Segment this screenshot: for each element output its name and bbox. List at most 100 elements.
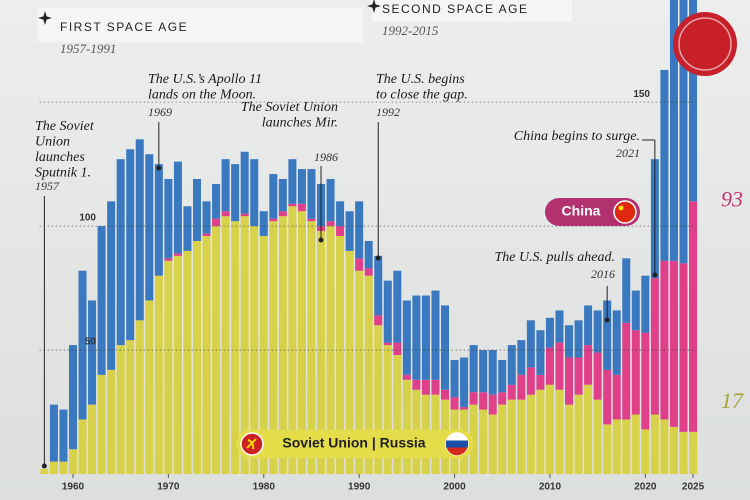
bar-segment [59, 461, 68, 474]
bar-segment [603, 369, 612, 425]
x-tick-label: 2020 [634, 482, 657, 493]
bar-segment [297, 169, 306, 204]
bar-segment [202, 233, 211, 237]
annotation-text: lands on the Moon. [148, 88, 256, 103]
bar-segment [364, 268, 373, 276]
bars [40, 0, 698, 475]
bar-segment [336, 236, 345, 474]
bar-segment [565, 325, 574, 358]
bar-segment [383, 345, 392, 474]
bar-segment [345, 250, 354, 474]
bar-segment [469, 404, 478, 474]
bar-segment [393, 270, 402, 343]
bar-segment [269, 174, 278, 219]
flag-emblem [246, 438, 257, 450]
bar-segment [402, 300, 411, 375]
bar-segment [469, 345, 478, 393]
bar-segment [507, 345, 516, 385]
bar-segment [574, 394, 583, 474]
bar-segment [307, 218, 316, 222]
bar-segment [107, 201, 116, 370]
bar-segment [603, 300, 612, 370]
bar-segment [565, 357, 574, 405]
annotation-year: 1986 [314, 150, 338, 164]
annotation-text: to close the gap. [376, 88, 468, 103]
bar-segment [173, 255, 182, 474]
star-icon [367, 0, 381, 13]
bar-segment [584, 384, 593, 474]
bar-segment [584, 345, 593, 385]
bar-segment [689, 431, 698, 474]
value-label: 17 [721, 388, 744, 413]
bar-segment [202, 236, 211, 474]
x-tick-label: 2000 [443, 482, 466, 493]
star-icon [38, 11, 52, 25]
bar-segment [622, 258, 631, 323]
bar-segment [460, 357, 469, 408]
bar-segment [278, 179, 287, 212]
bar-segment [412, 379, 421, 390]
bar-segment [402, 374, 411, 380]
era-title: FIRST SPACE AGE [60, 20, 188, 34]
bar-segment [641, 429, 650, 474]
bar-segment [555, 342, 564, 390]
bar-segment [269, 221, 278, 474]
bar-segment [278, 211, 287, 217]
bar-segment [679, 0, 688, 264]
bar-segment [584, 305, 593, 346]
bar-segment [469, 392, 478, 405]
bar-segment [622, 419, 631, 474]
bar-segment [421, 379, 430, 395]
bar-segment [202, 201, 211, 234]
bar-segment [192, 240, 202, 474]
bar-segment [355, 258, 364, 271]
bar-segment [536, 330, 545, 375]
annotation-text: The Soviet [35, 119, 95, 134]
bar-segment [507, 399, 516, 474]
bar-segment [565, 404, 574, 474]
bar-segment [173, 253, 182, 256]
bar-segment [212, 218, 221, 227]
bar-segment [154, 275, 163, 474]
bar-segment [88, 300, 97, 405]
value-label: 93 [721, 186, 743, 211]
legend-label: Soviet Union | Russia [282, 435, 425, 451]
bar-segment [603, 424, 612, 474]
bar-segment [555, 389, 564, 474]
bar-segment [78, 419, 87, 474]
bar-segment [517, 399, 526, 474]
annotation-text: Union [35, 135, 70, 150]
bar-segment [297, 211, 306, 475]
bar-segment [631, 290, 640, 331]
x-tick-label: 1980 [253, 482, 276, 493]
bar-segment [526, 394, 535, 474]
bar-segment [269, 218, 278, 222]
bar-segment [326, 179, 335, 222]
legend-pill [236, 430, 474, 458]
bar-segment [183, 206, 192, 251]
bar-segment [383, 342, 392, 346]
annotation-text: China begins to surge. [514, 129, 640, 144]
era-title: SECOND SPACE AGE [382, 2, 528, 16]
bar-segment [660, 69, 669, 261]
bar-segment [259, 236, 268, 474]
logo-badge [673, 12, 737, 76]
bar-segment [650, 414, 659, 474]
bar-segment [164, 260, 173, 474]
bar-segment [431, 379, 440, 395]
bar-segment [526, 320, 535, 368]
annotation-text: The U.S. pulls ahead. [494, 250, 615, 265]
legend-label: China [562, 203, 601, 219]
bar-segment [145, 300, 154, 474]
bar-segment [631, 330, 640, 415]
annotation-text: The Soviet Union [241, 100, 338, 115]
bar-segment [135, 139, 144, 321]
bar-segment [669, 260, 678, 427]
bar-segment [49, 461, 58, 474]
bar-segment [536, 389, 545, 474]
y-tick-label: 150 [633, 89, 650, 100]
bar-segment [212, 183, 221, 219]
annotation-dot [156, 165, 162, 171]
bar-segment [622, 322, 631, 420]
